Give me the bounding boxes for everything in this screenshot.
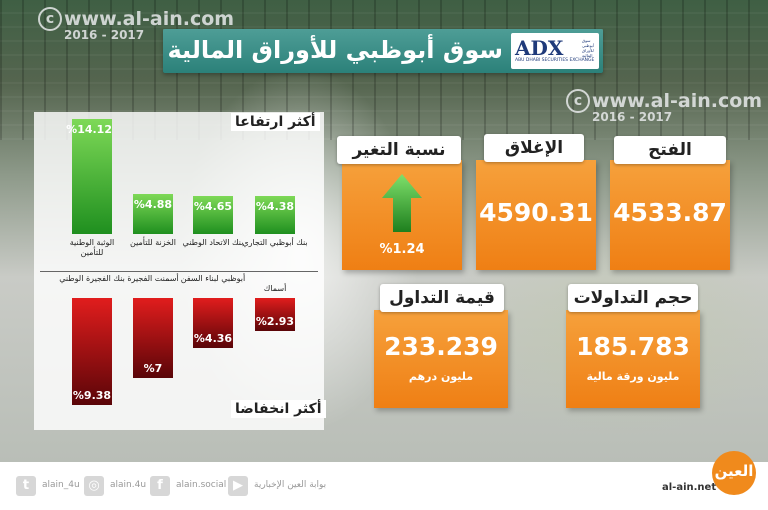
gainer-name: بنك أبوظبي التجاري [242, 238, 308, 247]
title-banner: سوق أبوظبي للأوراق المالية ADX ABU DHABI… [163, 29, 603, 73]
change-value: %1.24 [379, 242, 425, 257]
volume-value: 185.783 [576, 332, 690, 361]
turnover-card: 233.239 مليون درهم [374, 310, 508, 408]
gainer-bar [255, 196, 295, 234]
gainer-pct: %14.12 [66, 123, 112, 136]
gainer-pct: %4.88 [133, 198, 173, 212]
losers-label: أكثر انخفاضا [231, 400, 326, 418]
watermark-years: 2016 - 2017 [592, 110, 673, 124]
volume-card: 185.783 مليون ورقة مالية [566, 310, 700, 408]
gainer-bar [193, 196, 233, 234]
open-label: الفتح [614, 136, 726, 164]
instagram-icon: ◎ [84, 476, 104, 496]
page-title: سوق أبوظبي للأوراق المالية [167, 36, 504, 64]
gainer-bar [133, 194, 173, 234]
loser-name: بنك الفجيرة الوطني [59, 274, 125, 283]
close-card: 4590.31 [476, 160, 596, 270]
loser-pct: %9.38 [72, 389, 112, 402]
gainer-pct: %4.38 [255, 200, 295, 213]
open-value: 4533.87 [613, 198, 727, 227]
watermark-site: www.al-ain.com [64, 8, 235, 30]
chart-divider [40, 271, 318, 272]
gainer-name: بنك الاتحاد الوطني [182, 238, 244, 247]
facebook-icon: f [150, 476, 170, 496]
gainer-pct: %4.65 [193, 200, 233, 213]
change-label: نسبة التغير [337, 136, 461, 164]
loser-name: أبوظبي لبناء السفن [180, 274, 246, 283]
twitter-handle: alain_4u [42, 480, 80, 490]
close-label: الإغلاق [484, 134, 584, 162]
instagram-handle: alain.4u [110, 480, 147, 490]
gainers-label: أكثر ارتفاعا [231, 113, 320, 131]
youtube-icon: ▶ [228, 476, 248, 496]
gainer-name: الوثبة الوطنية للتأمين [69, 238, 115, 257]
loser-bar [72, 298, 112, 405]
up-arrow-icon [382, 174, 422, 232]
copyright-icon: c [38, 7, 62, 31]
loser-bar [193, 298, 233, 348]
facebook-handle: alain.social [176, 480, 227, 490]
turnover-label: قيمة التداول [380, 284, 504, 312]
watermark-years: 2016 - 2017 [64, 28, 145, 42]
loser-pct: %2.93 [255, 315, 295, 329]
open-card: 4533.87 [610, 160, 730, 270]
close-value: 4590.31 [479, 198, 593, 227]
adx-logo-mark: ADX [515, 36, 564, 60]
watermark-top: c www.al-ain.com 2016 - 2017 [38, 7, 235, 42]
volume-unit: مليون ورقة مالية [586, 370, 680, 383]
gainer-bar [72, 119, 112, 234]
adx-logo: ADX ABU DHABI SECURITIES EXCHANGE سوق أب… [511, 33, 599, 69]
al-ain-logo: العين [712, 451, 756, 495]
loser-name: أسمنت الفجيرة [127, 274, 179, 283]
adx-logo-arabic: سوق أبوظبي للأوراق المالية [582, 38, 595, 58]
turnover-value: 233.239 [384, 332, 498, 361]
site-url[interactable]: al-ain.net [662, 482, 717, 493]
turnover-unit: مليون درهم [408, 370, 474, 383]
watermark-site: www.al-ain.com [592, 90, 763, 112]
loser-pct: %4.36 [193, 331, 233, 345]
loser-name: أسماك [263, 284, 287, 293]
watermark-mid: c www.al-ain.com 2016 - 2017 [566, 89, 763, 124]
loser-bar [133, 298, 173, 378]
loser-bar [255, 298, 295, 332]
gainer-name: الخزنة للتأمين [129, 238, 177, 247]
change-card: %1.24 [342, 160, 462, 270]
youtube-handle: بوابة العين الإخبارية [254, 480, 327, 490]
copyright-icon: c [566, 89, 590, 113]
loser-pct: %7 [143, 361, 163, 375]
volume-label: حجم التداولات [568, 284, 698, 312]
twitter-icon: t [16, 476, 36, 496]
footer: t alain_4u ◎ alain.4u f alain.social ▶ ب… [0, 462, 768, 510]
adx-logo-subtitle: ABU DHABI SECURITIES EXCHANGE [515, 58, 595, 63]
